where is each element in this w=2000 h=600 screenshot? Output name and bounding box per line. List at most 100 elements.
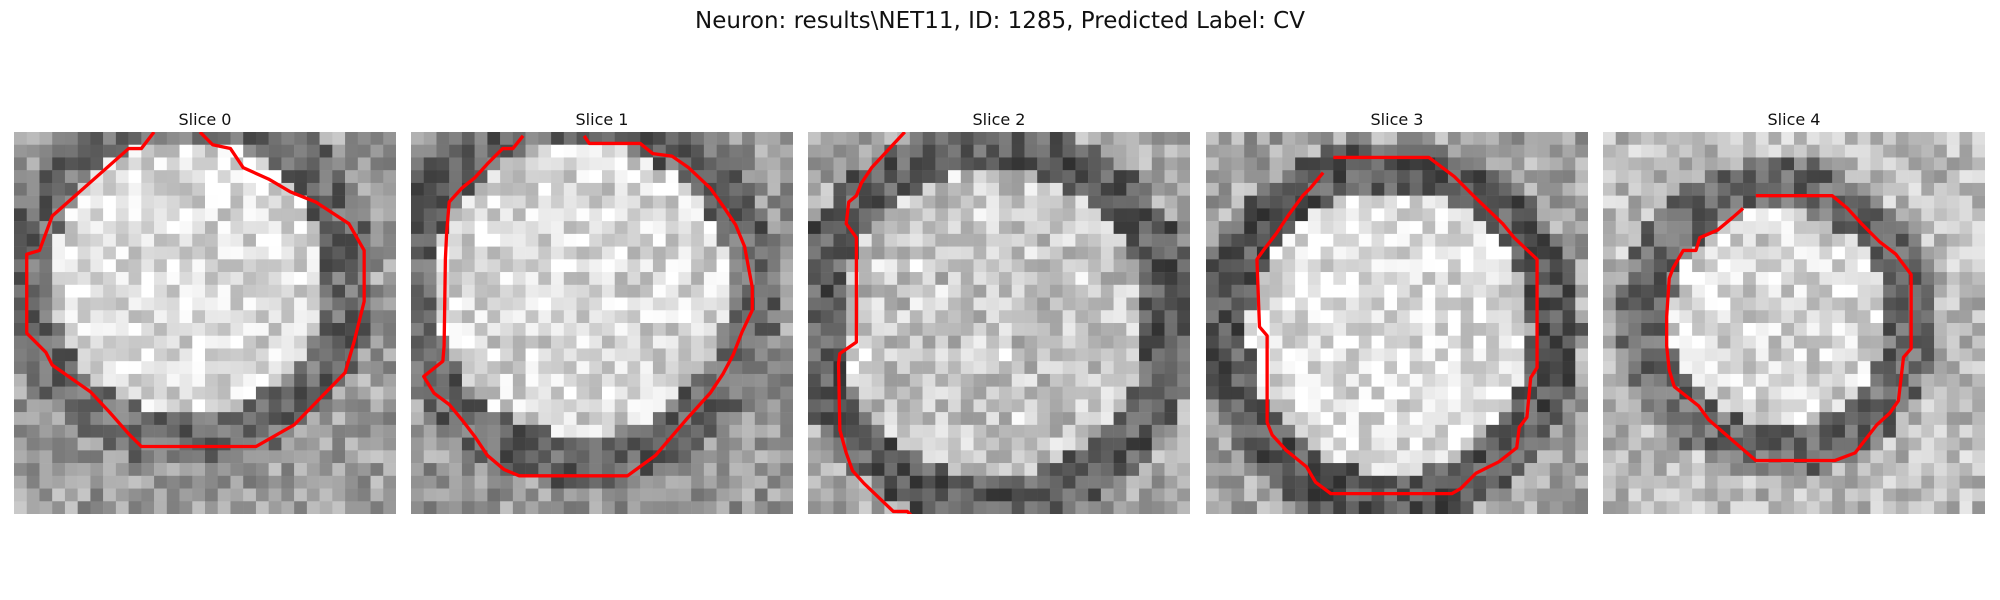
pixel bbox=[1011, 182, 1025, 196]
pixel bbox=[1075, 463, 1089, 477]
pixel bbox=[1139, 373, 1153, 387]
pixel bbox=[1628, 284, 1642, 298]
pixel bbox=[205, 501, 218, 514]
pixel bbox=[960, 373, 974, 387]
pixel bbox=[1295, 475, 1309, 489]
pixel bbox=[423, 399, 437, 413]
pixel bbox=[1346, 170, 1360, 184]
pixel bbox=[1524, 475, 1538, 489]
pixel bbox=[370, 475, 384, 489]
pixel bbox=[1113, 246, 1127, 260]
pixel bbox=[281, 170, 295, 184]
pixel bbox=[230, 475, 244, 489]
pixel bbox=[589, 323, 603, 336]
pixel bbox=[423, 424, 437, 438]
pixel bbox=[1075, 323, 1089, 336]
pixel bbox=[1307, 208, 1321, 222]
pixel bbox=[922, 132, 936, 145]
pixel bbox=[1883, 386, 1897, 400]
pixel bbox=[551, 272, 565, 286]
pixel bbox=[1755, 272, 1769, 286]
pixel bbox=[909, 323, 923, 336]
pixel bbox=[1075, 335, 1089, 349]
pixel bbox=[1447, 272, 1461, 286]
pixel bbox=[1269, 335, 1283, 349]
pixel bbox=[897, 284, 911, 298]
pixel bbox=[1972, 284, 1985, 298]
pixel bbox=[281, 475, 295, 489]
pixel bbox=[767, 195, 781, 209]
pixel bbox=[1295, 259, 1309, 273]
pixel bbox=[742, 361, 756, 375]
pixel bbox=[871, 501, 885, 514]
pixel bbox=[192, 361, 206, 375]
pixel bbox=[1460, 348, 1474, 362]
pixel bbox=[1011, 424, 1025, 438]
pixel bbox=[1934, 272, 1948, 286]
pixel bbox=[1743, 259, 1757, 273]
pixel bbox=[1972, 437, 1985, 451]
pixel bbox=[370, 386, 384, 400]
pixel bbox=[960, 323, 974, 336]
pixel bbox=[1126, 195, 1140, 209]
pixel bbox=[1320, 157, 1334, 171]
pixel bbox=[1037, 182, 1051, 196]
pixel bbox=[1603, 386, 1616, 400]
pixel bbox=[1666, 221, 1680, 235]
pixel bbox=[1908, 450, 1922, 464]
pixel bbox=[1486, 335, 1500, 349]
pixel bbox=[871, 182, 885, 196]
pixel bbox=[1653, 284, 1667, 298]
pixel bbox=[614, 348, 628, 362]
pixel bbox=[1164, 463, 1178, 477]
pixel bbox=[154, 373, 168, 387]
pixel bbox=[345, 182, 359, 196]
pixel bbox=[948, 310, 962, 324]
pixel bbox=[1653, 170, 1667, 184]
pixel bbox=[332, 437, 346, 451]
pixel bbox=[1177, 335, 1190, 349]
pixel bbox=[1307, 399, 1321, 413]
pixel bbox=[897, 246, 911, 260]
pixel bbox=[1832, 488, 1846, 502]
pixel bbox=[1397, 132, 1410, 145]
pixel bbox=[1959, 157, 1973, 171]
pixel bbox=[1743, 170, 1757, 184]
pixel bbox=[551, 386, 565, 400]
pixel bbox=[1151, 170, 1165, 184]
pixel bbox=[64, 297, 78, 311]
pixel bbox=[436, 272, 450, 286]
pixel bbox=[1295, 144, 1309, 158]
pixel bbox=[1794, 501, 1807, 514]
pixel bbox=[1024, 272, 1038, 286]
pixel bbox=[1218, 373, 1232, 387]
pixel bbox=[1088, 386, 1102, 400]
pixel bbox=[500, 424, 514, 438]
pixel bbox=[858, 195, 872, 209]
pixel bbox=[1832, 157, 1846, 171]
pixel bbox=[1218, 157, 1232, 171]
pixel bbox=[39, 297, 53, 311]
pixel bbox=[1037, 132, 1051, 145]
pixel bbox=[230, 195, 244, 209]
pixel bbox=[742, 399, 756, 413]
pixel bbox=[1524, 182, 1538, 196]
pixel bbox=[1895, 501, 1909, 514]
pixel bbox=[1755, 233, 1769, 247]
pixel bbox=[230, 348, 244, 362]
pixel bbox=[1126, 475, 1140, 489]
pixel bbox=[1177, 450, 1190, 464]
pixel bbox=[411, 221, 424, 235]
pixel bbox=[77, 335, 91, 349]
pixel bbox=[103, 475, 117, 489]
pixel bbox=[1422, 373, 1436, 387]
pixel bbox=[1447, 412, 1461, 426]
pixel bbox=[538, 475, 552, 489]
pixel bbox=[14, 450, 27, 464]
pixel bbox=[115, 284, 129, 298]
pixel bbox=[935, 246, 949, 260]
pixel bbox=[306, 373, 320, 387]
pixel bbox=[1435, 386, 1449, 400]
pixel bbox=[884, 437, 898, 451]
pixel bbox=[948, 386, 962, 400]
